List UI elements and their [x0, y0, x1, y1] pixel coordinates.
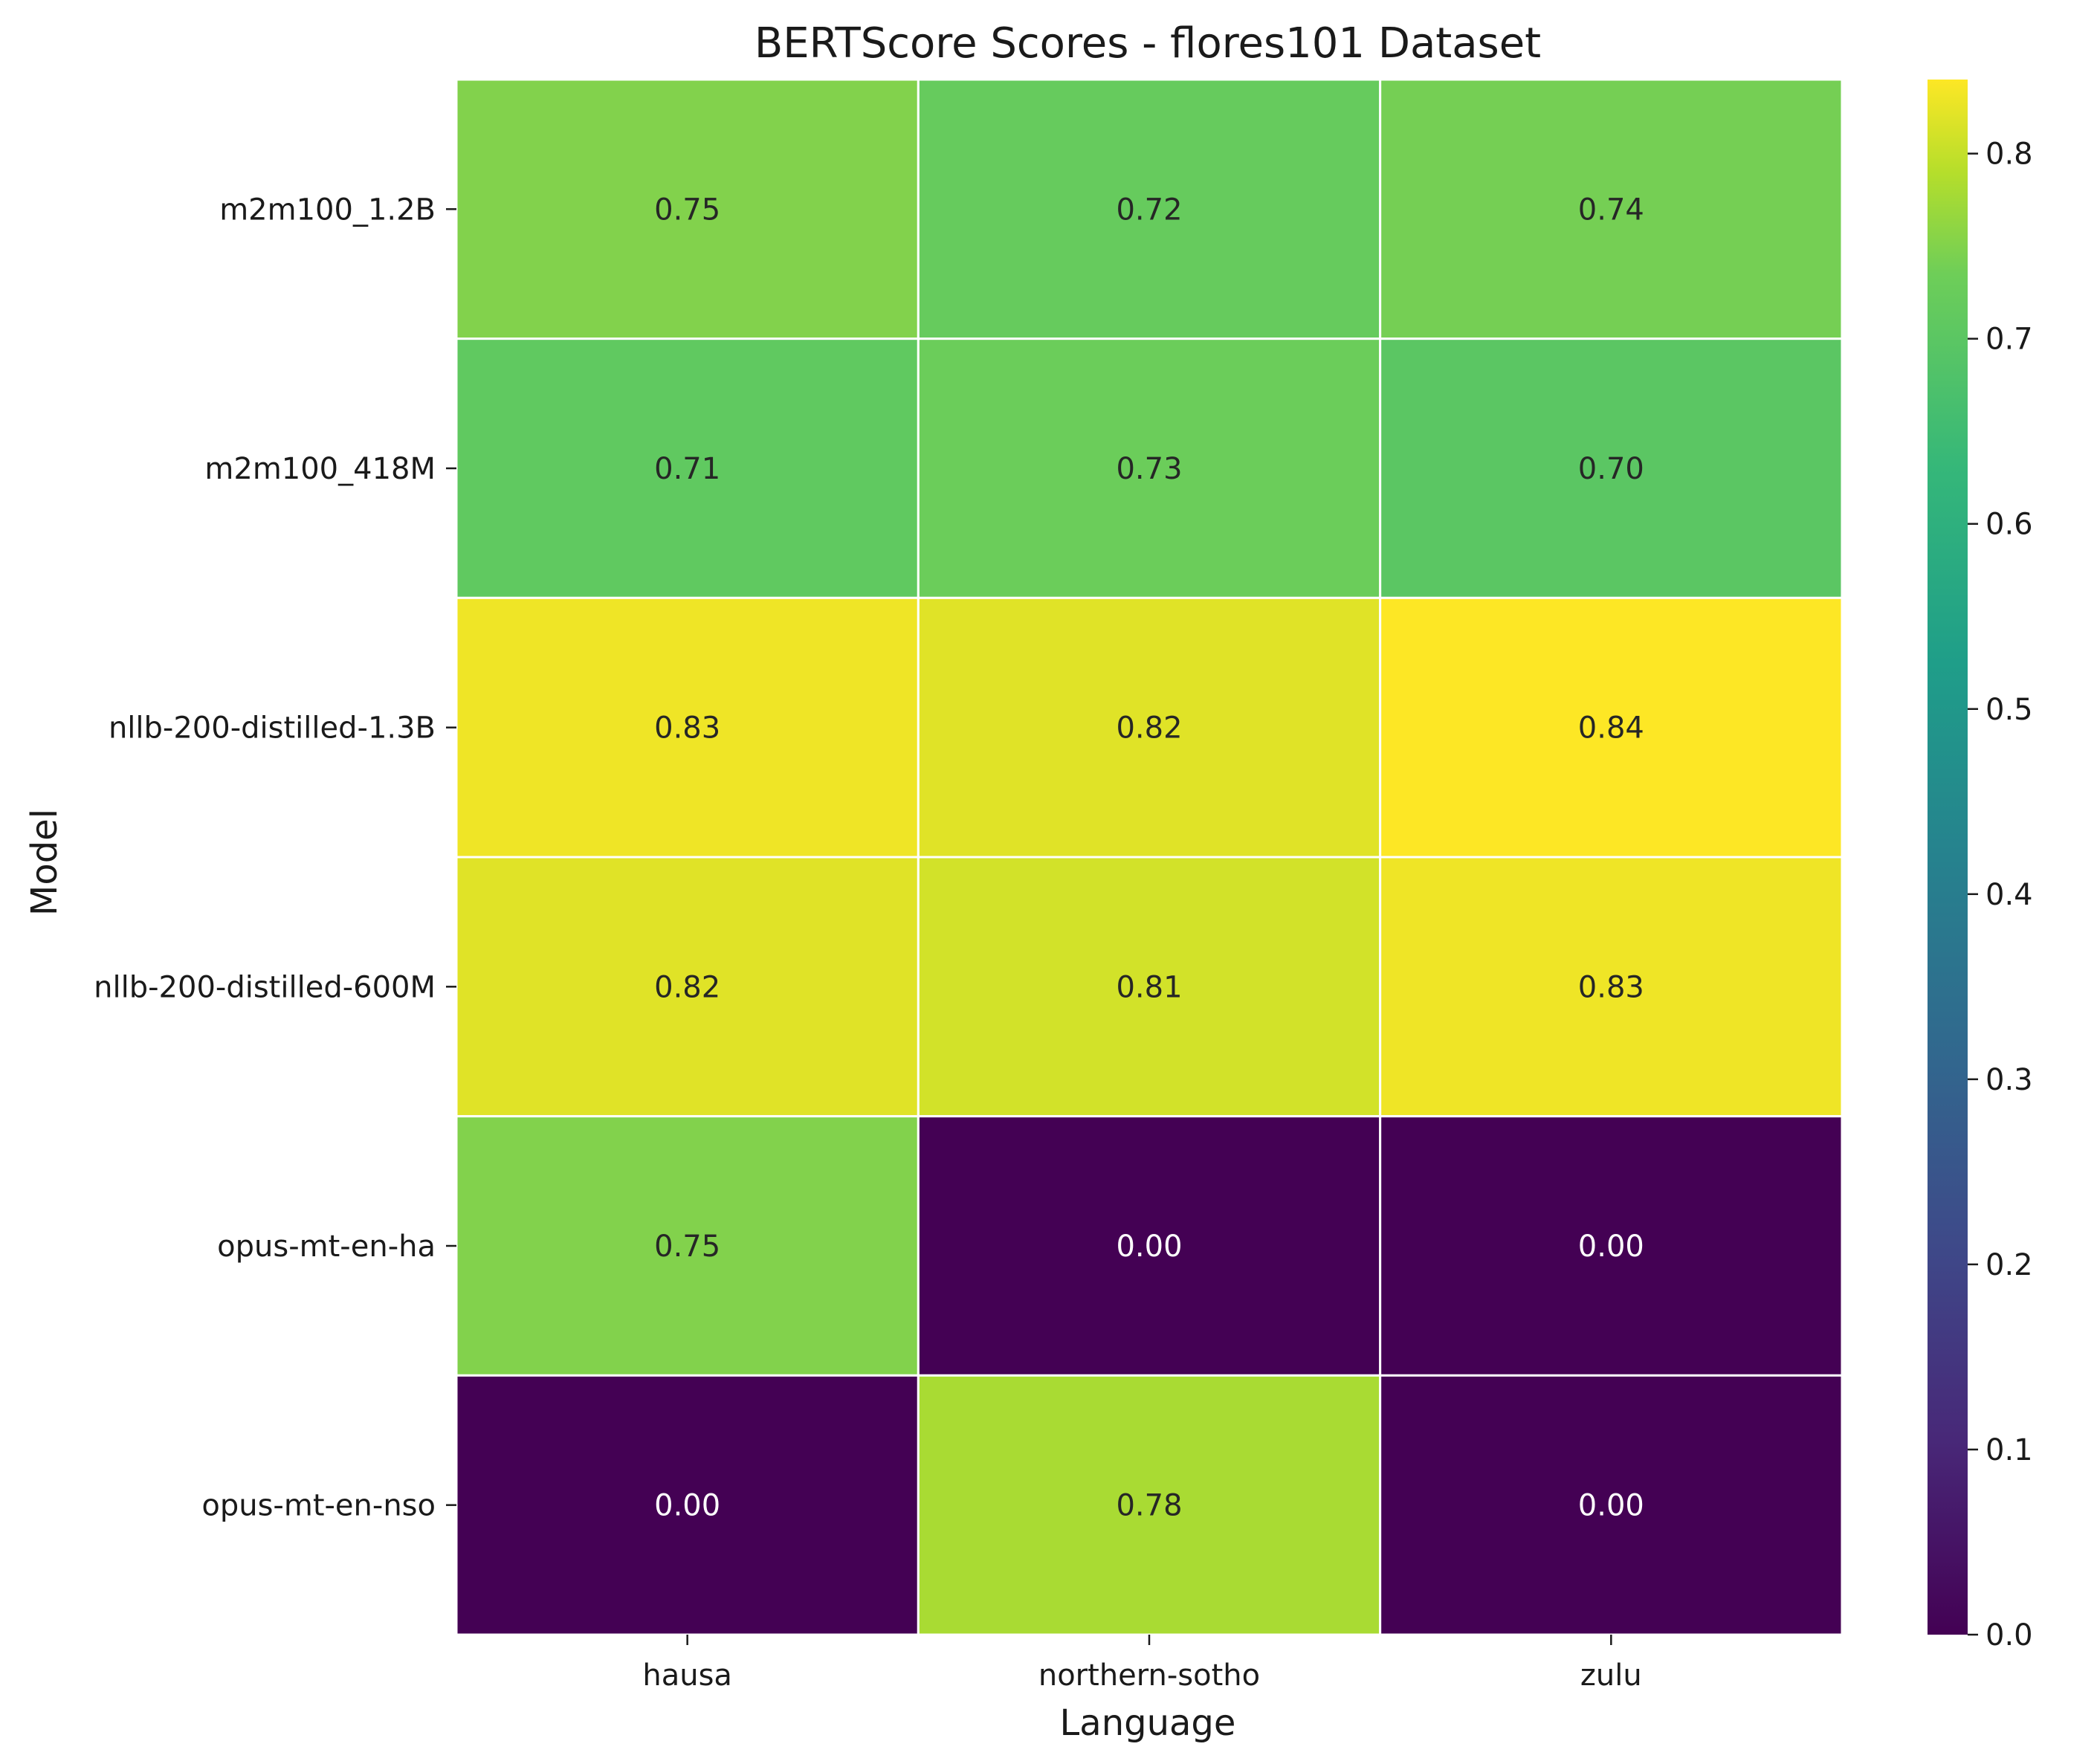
cell-value-label: 0.83 — [1578, 970, 1644, 1004]
heatmap-cell — [455, 1115, 920, 1377]
x-tick-label: hausa — [642, 1658, 732, 1693]
cell-value-label: 0.82 — [654, 970, 720, 1004]
y-tick-label: opus-mt-en-nso — [201, 1489, 436, 1523]
cell-value-label: 0.75 — [654, 193, 720, 227]
heatmap-cell — [455, 78, 920, 340]
heatmap-cell — [455, 856, 920, 1118]
heatmap-cell — [455, 1374, 920, 1636]
colorbar-tick-label: 0.5 — [1985, 693, 2033, 727]
colorbar-tick-label: 0.1 — [1985, 1433, 2033, 1467]
heatmap-cell — [917, 1115, 1382, 1377]
cell-value-label: 0.71 — [654, 452, 720, 486]
x-axis: hausa northern-sotho zulu — [642, 1635, 1642, 1693]
cell-value-label: 0.75 — [654, 1230, 720, 1264]
heatmap-cell — [1379, 1115, 1844, 1377]
y-tick-label: opus-mt-en-ha — [217, 1230, 436, 1264]
heatmap-cells — [455, 78, 1844, 1636]
colorbar-tick-label: 0.7 — [1985, 323, 2033, 357]
cell-value-label: 0.78 — [1116, 1489, 1182, 1523]
heatmap-cell — [1379, 78, 1844, 340]
cell-value-label: 0.81 — [1116, 970, 1182, 1004]
cell-value-label: 0.83 — [654, 711, 720, 746]
colorbar-tick-label: 0.0 — [1985, 1618, 2033, 1652]
cell-value-label: 0.00 — [1578, 1489, 1644, 1523]
cell-value-label: 0.00 — [1116, 1230, 1182, 1264]
cell-value-label: 0.82 — [1116, 711, 1182, 746]
colorbar-tick-label: 0.8 — [1985, 138, 2033, 172]
cell-value-label: 0.70 — [1578, 452, 1644, 486]
x-tick-label: northern-sotho — [1038, 1658, 1260, 1693]
heatmap-cell — [917, 596, 1382, 859]
cell-value-label: 0.73 — [1116, 452, 1182, 486]
y-tick-label: m2m100_418M — [204, 452, 436, 486]
x-axis-label: Language — [1060, 1702, 1236, 1744]
heatmap-cell — [917, 1374, 1382, 1636]
cell-value-label: 0.74 — [1578, 193, 1644, 227]
heatmap-cell — [1379, 596, 1844, 859]
cell-value-label: 0.00 — [654, 1489, 720, 1523]
colorbar-tick-label: 0.2 — [1985, 1248, 2033, 1282]
y-axis: m2m100_1.2B m2m100_418M nllb-200-distilled… — [94, 193, 456, 1523]
cell-value-label: 0.84 — [1578, 711, 1644, 746]
heatmap-cell — [1379, 856, 1844, 1118]
cell-value-label: 0.72 — [1116, 193, 1182, 227]
heatmap-cell — [917, 78, 1382, 340]
heatmap-cell — [455, 337, 920, 599]
y-tick-label: nllb-200-distilled-1.3B — [109, 711, 436, 746]
heatmap-cell — [455, 596, 920, 859]
y-tick-label: nllb-200-distilled-600M — [94, 970, 436, 1004]
y-axis-label: Model — [24, 809, 65, 916]
x-tick-label: zulu — [1580, 1658, 1642, 1693]
heatmap-cell — [1379, 1374, 1844, 1636]
cell-value-label: 0.00 — [1578, 1230, 1644, 1264]
colorbar-tick-label: 0.4 — [1985, 878, 2033, 912]
colorbar-tick-label: 0.3 — [1985, 1063, 2033, 1097]
heatmap-cell-labels: 0.75 0.72 0.74 0.71 0.73 0.70 0.83 0.82 0.84 0.82… — [654, 193, 1644, 1522]
colorbar-tick-label: 0.6 — [1985, 508, 2033, 542]
y-tick-label: m2m100_1.2B — [219, 193, 436, 227]
chart-title: BERTScore Scores - flores101 Dataset — [755, 19, 1541, 68]
colorbar — [1928, 80, 1968, 1635]
colorbar-axis: 0.0 0.1 0.2 0.3 0.4 0.5 0.6 0.7 0.8 — [1968, 138, 2033, 1652]
